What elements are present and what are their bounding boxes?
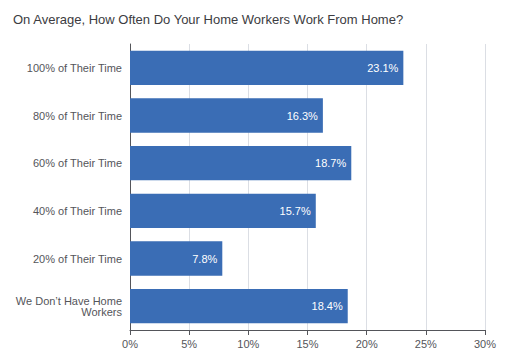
svg-text:80% of Their Time: 80% of Their Time <box>33 110 122 122</box>
svg-text:20%: 20% <box>356 338 378 350</box>
svg-text:25%: 25% <box>415 338 437 350</box>
svg-text:15.7%: 15.7% <box>280 205 311 217</box>
svg-text:20% of Their Time: 20% of Their Time <box>33 253 122 265</box>
svg-text:15%: 15% <box>296 338 318 350</box>
svg-text:40% of Their Time: 40% of Their Time <box>33 205 122 217</box>
svg-text:Workers: Workers <box>81 306 122 318</box>
svg-text:30%: 30% <box>474 338 496 350</box>
svg-text:10%: 10% <box>237 338 259 350</box>
svg-text:0%: 0% <box>122 338 138 350</box>
svg-text:60% of Their Time: 60% of Their Time <box>33 157 122 169</box>
svg-text:100% of Their Time: 100% of Their Time <box>27 62 122 74</box>
svg-text:23.1%: 23.1% <box>367 62 398 74</box>
svg-text:16.3%: 16.3% <box>287 110 318 122</box>
svg-text:5%: 5% <box>181 338 197 350</box>
svg-text:On Average, How Often Do Your: On Average, How Often Do Your Home Worke… <box>13 12 403 27</box>
svg-text:18.7%: 18.7% <box>315 157 346 169</box>
svg-text:We Don’t Have Home: We Don’t Have Home <box>15 294 122 307</box>
svg-text:18.4%: 18.4% <box>312 300 343 312</box>
svg-text:7.8%: 7.8% <box>192 253 217 265</box>
